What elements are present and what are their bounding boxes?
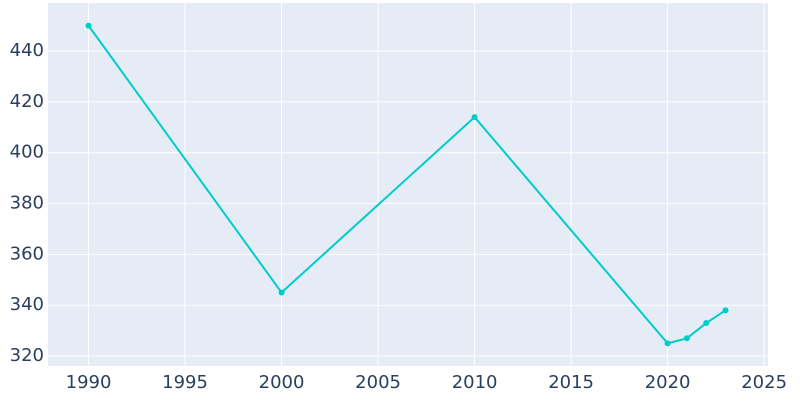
y-tick-label: 320: [10, 345, 44, 366]
x-tick-label: 2010: [452, 372, 498, 393]
data-point: [703, 320, 710, 327]
x-tick-label: 2005: [355, 372, 401, 393]
y-tick-label: 340: [10, 294, 44, 315]
x-tick-label: 2020: [645, 372, 691, 393]
x-tick-label: 1995: [162, 372, 208, 393]
x-tick-label: 2025: [741, 372, 787, 393]
y-tick-label: 360: [10, 243, 44, 264]
data-point: [664, 340, 671, 347]
data-point: [278, 289, 285, 296]
y-tick-label: 420: [10, 91, 44, 112]
x-tick-label: 2000: [259, 372, 305, 393]
x-tick-label: 1990: [66, 372, 112, 393]
data-point: [471, 114, 478, 121]
plot-area: [48, 3, 768, 366]
y-tick-label: 400: [10, 142, 44, 163]
data-point: [683, 335, 690, 342]
x-tick-label: 2015: [548, 372, 594, 393]
data-point: [85, 22, 92, 29]
y-tick-label: 380: [10, 193, 44, 214]
y-tick-label: 440: [10, 40, 44, 61]
data-point: [722, 307, 729, 314]
